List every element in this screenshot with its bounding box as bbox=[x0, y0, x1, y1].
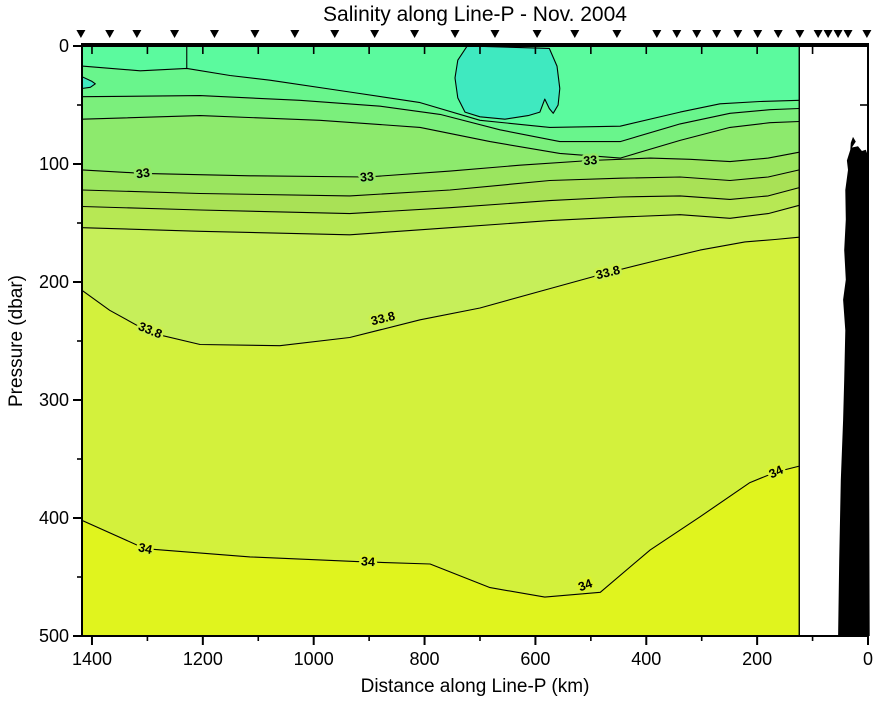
svg-text:200: 200 bbox=[39, 272, 69, 292]
svg-text:33: 33 bbox=[359, 169, 374, 184]
svg-text:1400: 1400 bbox=[72, 649, 112, 669]
svg-text:33: 33 bbox=[583, 153, 598, 168]
svg-text:400: 400 bbox=[631, 649, 661, 669]
svg-text:0: 0 bbox=[59, 36, 69, 56]
svg-text:500: 500 bbox=[39, 626, 69, 646]
svg-text:400: 400 bbox=[39, 508, 69, 528]
bathymetry bbox=[838, 136, 870, 636]
svg-text:1200: 1200 bbox=[183, 649, 223, 669]
svg-text:800: 800 bbox=[410, 649, 440, 669]
svg-text:34: 34 bbox=[361, 554, 376, 569]
chart-title: Salinity along Line-P - Nov. 2004 bbox=[323, 3, 627, 26]
svg-text:1000: 1000 bbox=[294, 649, 334, 669]
y-axis-title: Pressure (dbar) bbox=[6, 275, 27, 407]
svg-text:200: 200 bbox=[742, 649, 772, 669]
x-axis-title: Distance along Line-P (km) bbox=[360, 676, 590, 697]
svg-text:34: 34 bbox=[137, 540, 154, 557]
svg-text:0: 0 bbox=[863, 649, 873, 669]
svg-text:33: 33 bbox=[135, 165, 151, 181]
svg-text:600: 600 bbox=[520, 649, 550, 669]
station-markers bbox=[76, 30, 872, 38]
svg-text:300: 300 bbox=[39, 390, 69, 410]
contour-lines bbox=[82, 46, 800, 598]
x-axis-ticks: 1400 1200 1000 800 600 400 200 0 bbox=[72, 46, 873, 669]
svg-text:100: 100 bbox=[39, 154, 69, 174]
contour-fills bbox=[82, 46, 800, 636]
